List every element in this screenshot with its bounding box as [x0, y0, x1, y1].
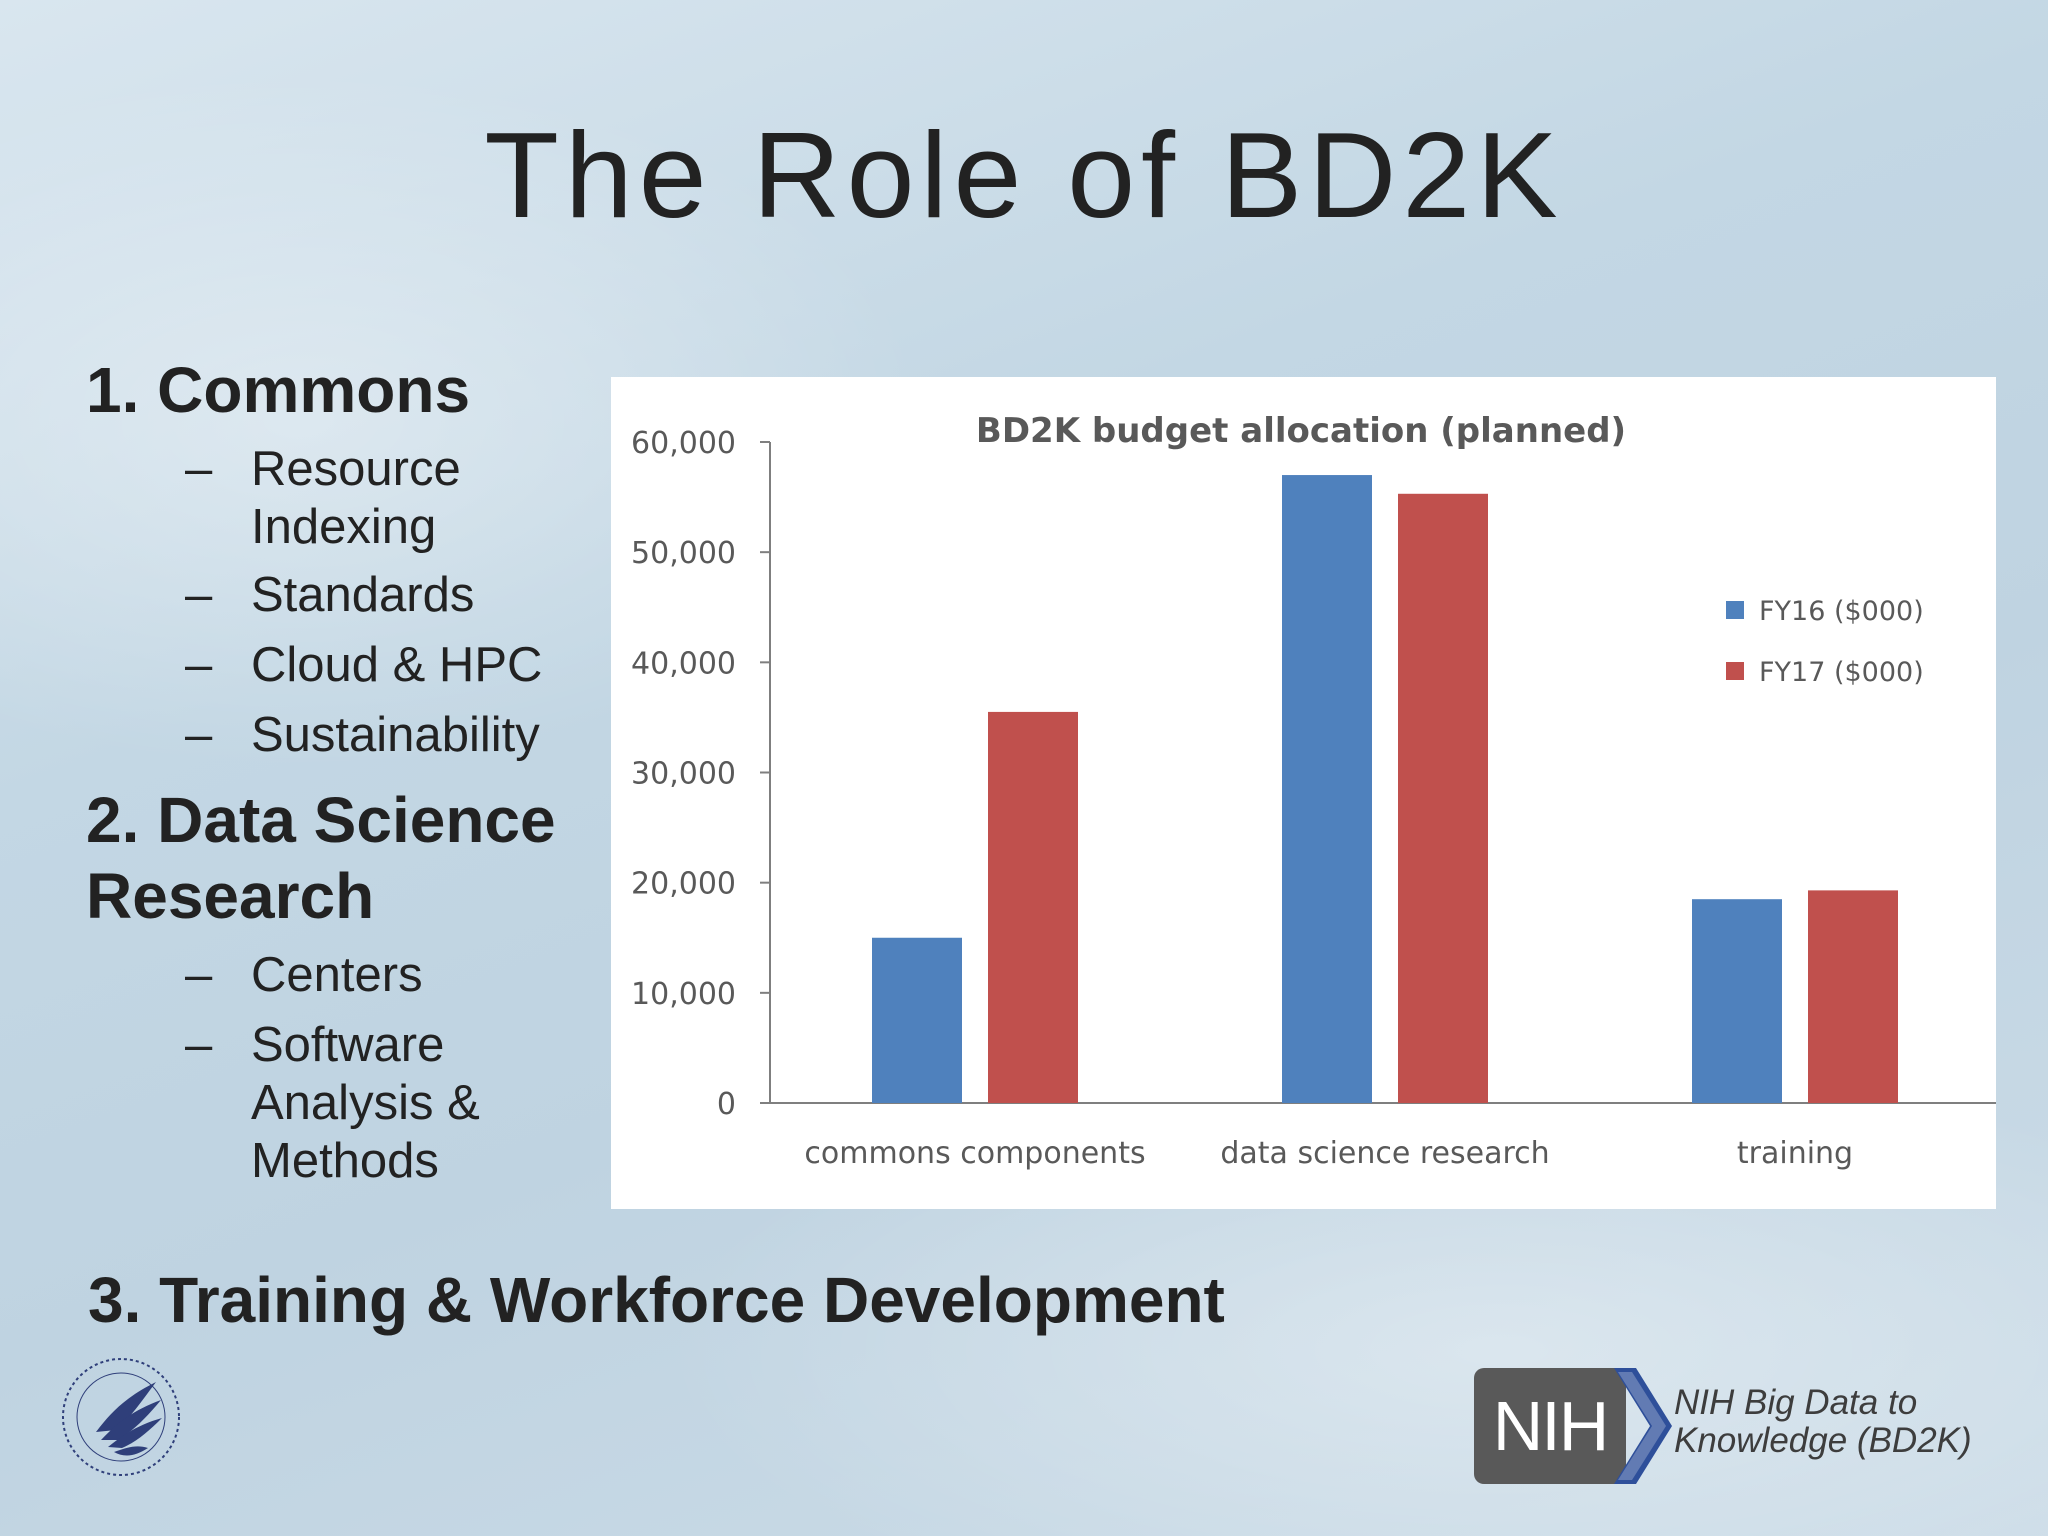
bar [1398, 493, 1488, 1103]
y-tick-label: 0 [717, 1087, 736, 1122]
x-tick-label: training [1737, 1136, 1853, 1171]
nih-logo-box [1474, 1368, 1626, 1484]
bullet-dash: – [185, 1018, 213, 1072]
y-tick-label: 30,000 [631, 757, 736, 792]
bullet-text: Sustainability [251, 708, 540, 762]
bullet-text: Methods [251, 1134, 439, 1188]
heading-commons: 1. Commons [86, 354, 471, 426]
nih-tagline-line1: NIH Big Data to [1674, 1383, 1918, 1422]
hhs-seal-logo [56, 1352, 186, 1487]
bar [1808, 890, 1898, 1103]
y-tick-label: 60,000 [631, 426, 736, 461]
heading-training: 3. Training & Workforce Development [88, 1264, 1225, 1336]
chart-panel: BD2K budget allocation (planned) 0 10,000 2… [611, 377, 1996, 1209]
legend-swatch [1726, 662, 1744, 680]
y-tick-label: 50,000 [631, 536, 736, 571]
bar-chart: BD2K budget allocation (planned) 0 10,000 2… [631, 411, 1996, 1171]
heading-data-science: 2. Data Science [86, 784, 556, 856]
heading-research: Research [86, 860, 375, 932]
bullet-dash: – [185, 708, 213, 762]
bullet-text: Standards [251, 568, 475, 622]
chevron-right-icon [1614, 1368, 1672, 1484]
bullet-text: Software [251, 1018, 445, 1072]
bullet-dash: – [185, 638, 213, 692]
bullet-dash: – [185, 948, 213, 1002]
y-tick-label: 10,000 [631, 977, 736, 1012]
bar [872, 937, 962, 1103]
chart-title: BD2K budget allocation (planned) [976, 411, 1626, 451]
bar [988, 711, 1078, 1103]
x-tick-label: commons components [804, 1136, 1145, 1171]
legend-swatch [1726, 601, 1744, 619]
y-tick-label: 20,000 [631, 867, 736, 902]
bullet-text: Centers [251, 948, 423, 1002]
x-tick-label: data science research [1220, 1136, 1549, 1171]
bullet-dash: – [185, 442, 213, 496]
bullet-text: Analysis & [251, 1076, 480, 1130]
bar [1692, 899, 1782, 1103]
slide-title: The Role of BD2K [484, 107, 1564, 243]
eagle-icon [62, 1358, 180, 1476]
legend-label: FY16 ($000) [1759, 596, 1924, 627]
bar [1282, 475, 1372, 1103]
nih-tagline: NIH Big Data to Knowledge (BD2K) [1674, 1384, 1972, 1460]
y-tick-label: 40,000 [631, 646, 736, 681]
bullet-dash: – [185, 568, 213, 622]
bullet-text: Resource [251, 442, 461, 496]
bullet-text: Cloud & HPC [251, 638, 543, 692]
bullet-text: Indexing [251, 500, 437, 554]
nih-logo-text: NIH [1492, 1387, 1610, 1465]
legend-label: FY17 ($000) [1759, 657, 1924, 688]
nih-tagline-line2: Knowledge (BD2K) [1674, 1421, 1972, 1460]
